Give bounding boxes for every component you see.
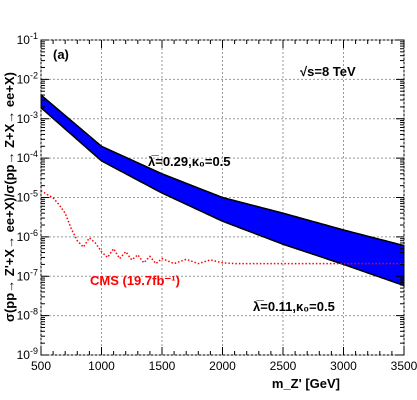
- y-tick-label: 10-1: [17, 31, 38, 47]
- band-upper-label: λ̅=0.29,κ₀=0.5: [148, 154, 231, 169]
- x-tick-label: 1500: [149, 359, 176, 373]
- x-tick-label: 3500: [391, 359, 417, 373]
- x-tick-label: 3000: [330, 359, 357, 373]
- x-tick-label: 2000: [209, 359, 236, 373]
- x-tick-label: 2500: [270, 359, 297, 373]
- y-axis-title: σ(pp→ Z'+X→ ee+X)/σ(pp→ Z+X→ ee+X): [2, 72, 17, 322]
- y-tick-label: 10-3: [17, 110, 38, 126]
- cms-legend-label: CMS (19.7fb⁻¹): [90, 273, 180, 288]
- y-tick-label: 10-7: [17, 267, 38, 283]
- x-axis-title: m_Z' [GeV]: [272, 376, 340, 391]
- x-tick-label: 500: [31, 359, 51, 373]
- band-lower-label: λ̅=0.11,κ₀=0.5: [253, 299, 335, 314]
- band-lower-edge: [40, 107, 405, 287]
- x-tick-label: 1000: [88, 359, 115, 373]
- y-tick-label: 10-8: [17, 307, 38, 323]
- band-upper-lambda: λ̅=0.29,: [148, 154, 192, 169]
- y-tick-label: 10-5: [17, 189, 38, 205]
- y-tick-label: 10-2: [17, 70, 38, 86]
- y-tick-label: 10-9: [17, 346, 38, 362]
- ticks-layer: 500 1000 1500 2000 2500 3000 3500 10-9 10-8 10-7 1…: [17, 31, 417, 373]
- band-lower-lambda: λ̅=0.11,: [253, 299, 296, 314]
- band-upper-edge: [40, 94, 405, 247]
- cms-limit-layer: [40, 189, 404, 265]
- energy-label: √s=8 TeV: [300, 64, 356, 79]
- panel-label: (a): [53, 47, 69, 62]
- band-layer: [40, 93, 405, 287]
- band-lower-kappa: κ₀=0.5: [296, 299, 335, 314]
- band-upper-kappa: κ₀=0.5: [192, 154, 231, 169]
- y-tick-label: 10-6: [17, 228, 38, 244]
- cms-limit-line: [40, 189, 404, 265]
- y-tick-label: 10-4: [17, 149, 38, 165]
